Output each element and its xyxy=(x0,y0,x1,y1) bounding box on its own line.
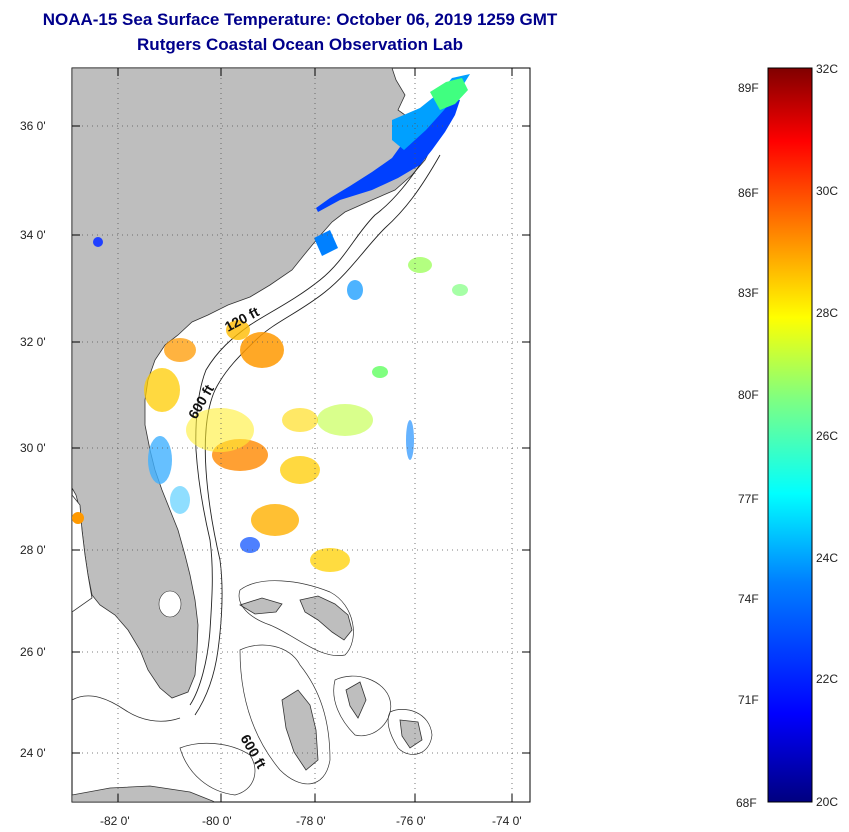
lake-okeechobee xyxy=(158,590,182,618)
colorbar-f-label: 89F xyxy=(738,81,759,95)
colorbar-c-label: 20C xyxy=(816,795,838,809)
colorbar-f-label: 77F xyxy=(738,492,759,506)
colorbar-c-label: 32C xyxy=(816,62,838,76)
contour-600ft xyxy=(194,154,441,716)
lat-label: 36 0' xyxy=(20,119,46,133)
colorbar-f-label: 74F xyxy=(738,592,759,606)
land-mainland xyxy=(72,68,431,699)
colorbar-c-label: 24C xyxy=(816,551,838,565)
contour-120ft xyxy=(189,149,431,706)
map-subtitle: Rutgers Coastal Ocean Observation Lab xyxy=(137,35,463,54)
lat-label: 30 0' xyxy=(20,441,46,455)
colorbar-c-label: 30C xyxy=(816,184,838,198)
land-bahamas-grand xyxy=(239,597,283,615)
colorbar-f-label: 86F xyxy=(738,186,759,200)
colorbar-f-label: 80F xyxy=(738,388,759,402)
colorbar-c-label: 26C xyxy=(816,429,838,443)
lon-label: -74 0' xyxy=(492,814,522,828)
florida-keys xyxy=(72,695,181,722)
colorbar-f-label: 71F xyxy=(738,693,759,707)
lat-label: 32 0' xyxy=(20,335,46,349)
land-bahamas-east xyxy=(399,719,423,749)
lon-label: -82 0' xyxy=(100,814,130,828)
gulf-water xyxy=(72,494,93,613)
lon-label: -76 0' xyxy=(396,814,426,828)
land-cuba xyxy=(72,785,216,802)
lon-label: -80 0' xyxy=(202,814,232,828)
lat-label: 34 0' xyxy=(20,228,46,242)
lat-label: 28 0' xyxy=(20,543,46,557)
axis-ticks xyxy=(72,68,530,802)
lat-label: 24 0' xyxy=(20,746,46,760)
colorbar-c-label: 28C xyxy=(816,306,838,320)
colorbar-f-label: 68F xyxy=(736,796,757,810)
colorbar xyxy=(767,67,813,803)
land-bahamas-andros xyxy=(281,689,319,771)
lat-label: 26 0' xyxy=(20,645,46,659)
land-bahamas-abaco xyxy=(299,595,353,641)
bahamas-banks xyxy=(179,580,433,796)
map-title: NOAA-15 Sea Surface Temperature: October… xyxy=(42,10,558,29)
land-bahamas-eleuthera xyxy=(345,681,367,719)
lon-label: -78 0' xyxy=(296,814,326,828)
colorbar-c-label: 22C xyxy=(816,672,838,686)
colorbar-f-label: 83F xyxy=(738,286,759,300)
sst-observations xyxy=(72,74,470,572)
